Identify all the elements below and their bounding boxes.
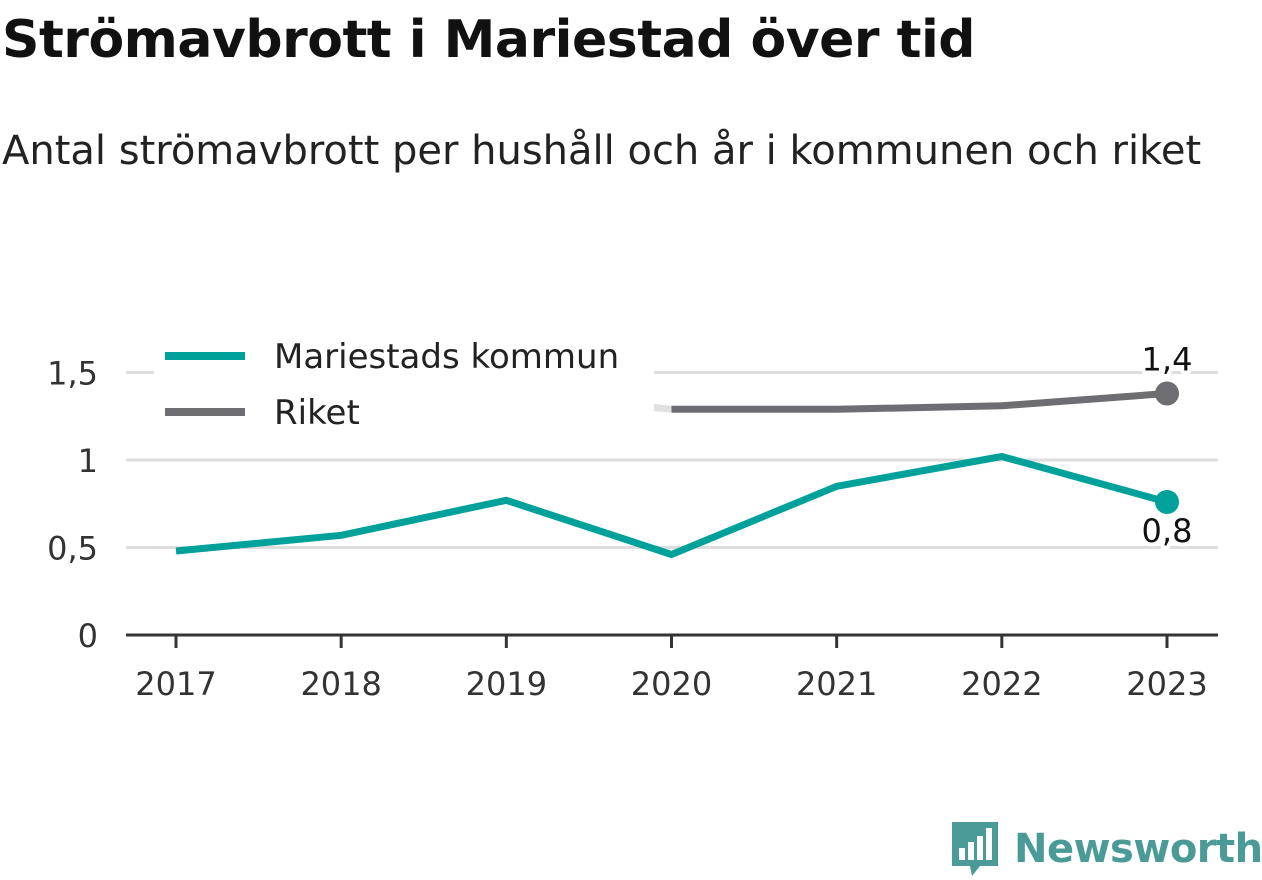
legend-item-riket-label: Riket [274,393,360,433]
y-tick-label: 1 [78,442,98,480]
mariestad-line [175,453,1168,558]
y-tick-label: 0,5 [47,530,98,568]
riket-line [671,390,1168,413]
newsworthy-brand[interactable]: Newsworthy [950,818,1262,880]
y-tick-label: 0 [78,617,98,655]
y-tick-label: 1,5 [47,355,98,393]
mariestad-end-point [1155,490,1179,514]
end-value-label: 0,8 [1142,512,1193,550]
x-tick-label: 2020 [631,665,712,703]
x-tick-label: 2023 [1126,665,1207,703]
legend-background [154,330,654,438]
x-tick-label: 2018 [300,665,381,703]
legend-item-mariestad-label: Mariestads kommun [274,337,619,377]
bar-chart-speech-bubble-icon [952,822,998,876]
x-tick-label: 2019 [466,665,547,703]
brand-name: Newsworthy [1014,826,1262,872]
chart-subtitle: Antal strömavbrott per hushåll och år i … [2,128,1202,174]
x-tick-label: 2017 [135,665,216,703]
chart-title: Strömavbrott i Mariestad över tid [2,10,976,70]
x-tick-label: 2021 [796,665,877,703]
end-value-label: 1,4 [1142,341,1193,379]
x-tick-label: 2022 [961,665,1042,703]
riket-end-point [1155,381,1179,406]
